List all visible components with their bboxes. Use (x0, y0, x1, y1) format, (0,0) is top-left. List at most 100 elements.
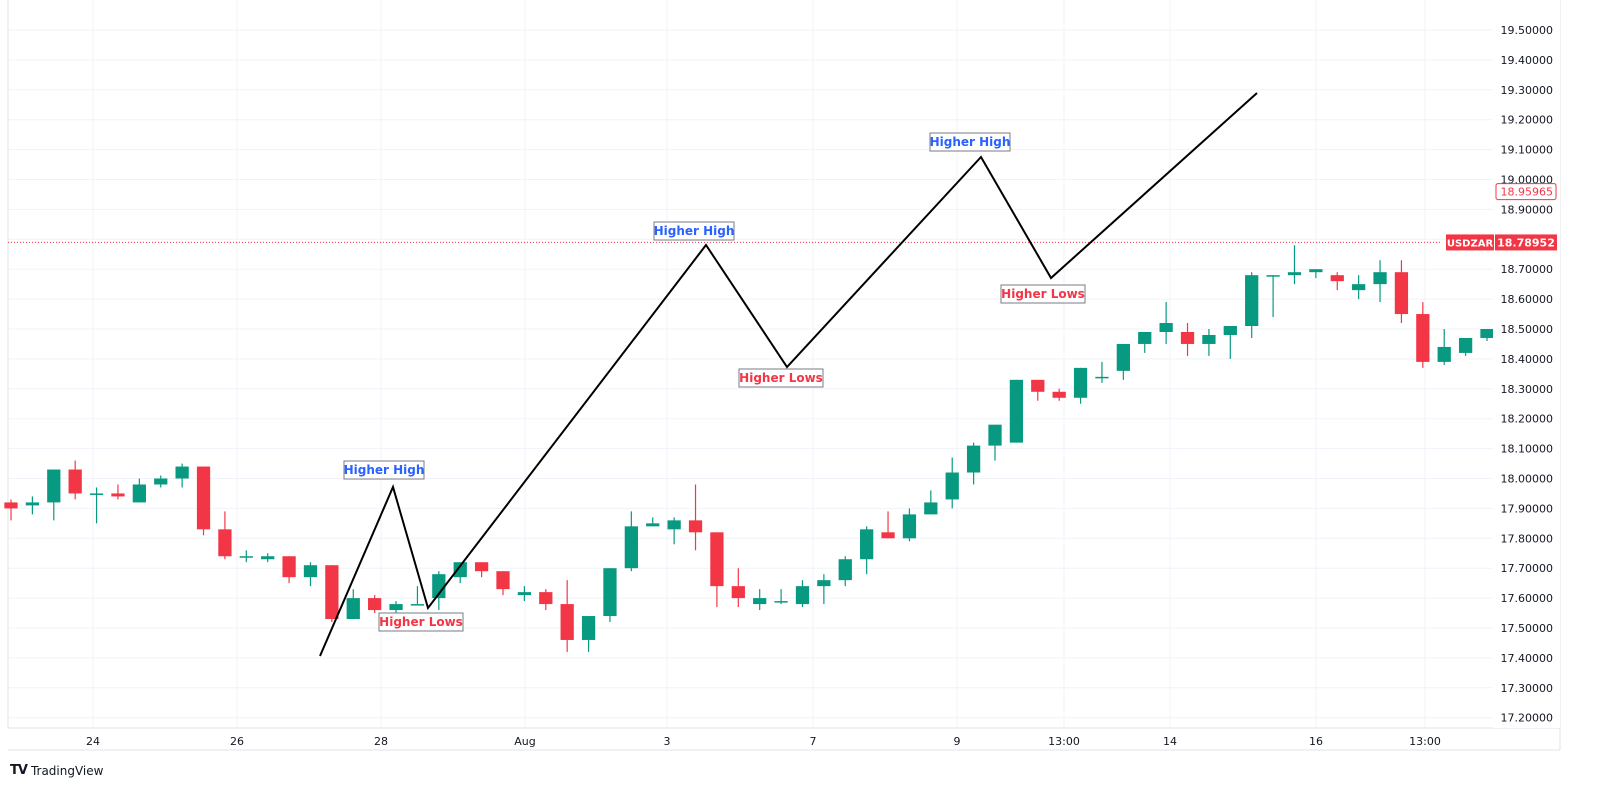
candle (1052, 388, 1066, 401)
candle-body (560, 604, 574, 640)
price-axis-bg (1493, 0, 1560, 728)
candle-body (1052, 391, 1066, 398)
candle-body (902, 514, 917, 539)
price-tick: 17.30000 (1501, 682, 1554, 695)
candle (25, 496, 40, 515)
label-box (378, 612, 464, 632)
time-tick: 14 (1163, 735, 1177, 748)
candle (646, 517, 660, 527)
candle (881, 511, 895, 539)
candle-body (196, 466, 211, 530)
candle-body (774, 601, 788, 603)
candle-body (1330, 275, 1344, 282)
label-text: Higher Lows (739, 371, 823, 385)
candle (860, 526, 874, 575)
candle (132, 478, 146, 503)
candle-body (154, 478, 168, 485)
price-axis[interactable]: 19.50000 19.40000 19.30000 19.20000 19.10000… (1493, 0, 1560, 728)
candle-body (89, 493, 104, 495)
candle-body (1480, 329, 1494, 338)
candle (753, 589, 767, 611)
higher-high-label: Higher High (343, 460, 425, 480)
candle-body (68, 469, 82, 494)
price-tick: 17.60000 (1501, 592, 1554, 605)
candle-body (325, 565, 339, 620)
candle-body (539, 592, 553, 605)
candle-body (603, 568, 617, 617)
candle-body (646, 523, 660, 527)
candle (218, 511, 232, 560)
price-badges: 18.95965 USDZAR 18.78952 (1446, 183, 1557, 251)
higher-lows-label: Higher Lows (378, 612, 464, 632)
candle (1330, 272, 1344, 291)
time-tick: 3 (664, 735, 671, 748)
candle-body (218, 529, 232, 557)
higher-high-label: Higher High (929, 132, 1011, 152)
candle-body (432, 574, 446, 599)
candle-body (261, 556, 275, 560)
price-tick: 19.10000 (1501, 144, 1554, 157)
price-tick: 18.10000 (1501, 443, 1554, 456)
candle (1031, 379, 1045, 401)
candle-body (945, 472, 959, 500)
time-tick: 13:00 (1048, 735, 1080, 748)
price-tick: 18.20000 (1501, 413, 1554, 426)
candle (688, 484, 703, 551)
candle (560, 580, 574, 652)
candle-body (303, 565, 318, 578)
candle-body (1095, 376, 1109, 379)
candle-body (132, 484, 146, 503)
label-box (738, 368, 824, 388)
candle-body (1073, 367, 1088, 398)
candle (945, 457, 959, 509)
candle (1138, 331, 1152, 353)
candle-body (175, 466, 189, 479)
time-tick: 7 (810, 735, 817, 748)
higher-high-label: Higher High (653, 221, 735, 241)
bar-close-value: 18.95965 (1501, 186, 1554, 199)
candle-body (410, 604, 425, 606)
candle (496, 571, 510, 596)
candle-body (239, 556, 253, 558)
candle (838, 556, 852, 587)
candle-body (517, 592, 532, 596)
price-tick: 18.00000 (1501, 473, 1554, 486)
tradingview-brand[interactable]: TV TradingView (10, 763, 103, 778)
candle-body (453, 562, 467, 578)
candle (4, 499, 18, 521)
candle-body (1138, 331, 1152, 344)
candle (111, 484, 125, 500)
candle (774, 589, 788, 605)
candle-body (1031, 379, 1045, 392)
time-tick: 9 (954, 735, 961, 748)
last-price-badge (1495, 234, 1557, 251)
candle (1159, 302, 1173, 344)
label-box (343, 460, 425, 480)
time-axis[interactable]: 24 26 28 Aug 3 7 9 13:00 14 16 13:00 (86, 735, 1441, 748)
candle-body (1245, 275, 1259, 327)
candle-body (1223, 326, 1237, 335)
candle-body (817, 580, 831, 587)
label-text: Higher Lows (1001, 287, 1085, 301)
candle-body (1352, 284, 1366, 291)
candle-body (25, 502, 40, 506)
symbol-label: USDZAR (1447, 238, 1494, 249)
price-tick: 17.90000 (1501, 502, 1554, 515)
candle (175, 463, 189, 488)
candle-body (795, 586, 810, 605)
candle-body (474, 562, 489, 572)
candle-body (753, 598, 767, 605)
candle-body (710, 532, 724, 587)
candle-body (1009, 379, 1024, 443)
candle-body (496, 571, 510, 590)
candle (710, 532, 724, 608)
candle (581, 616, 596, 652)
bar-close-badge (1495, 183, 1557, 201)
candle (1202, 329, 1216, 356)
higher-lows-label: Higher Lows (738, 368, 824, 388)
candle (1480, 329, 1494, 341)
candle-body (688, 520, 703, 533)
candle-body (389, 604, 403, 611)
label-box (929, 132, 1011, 152)
